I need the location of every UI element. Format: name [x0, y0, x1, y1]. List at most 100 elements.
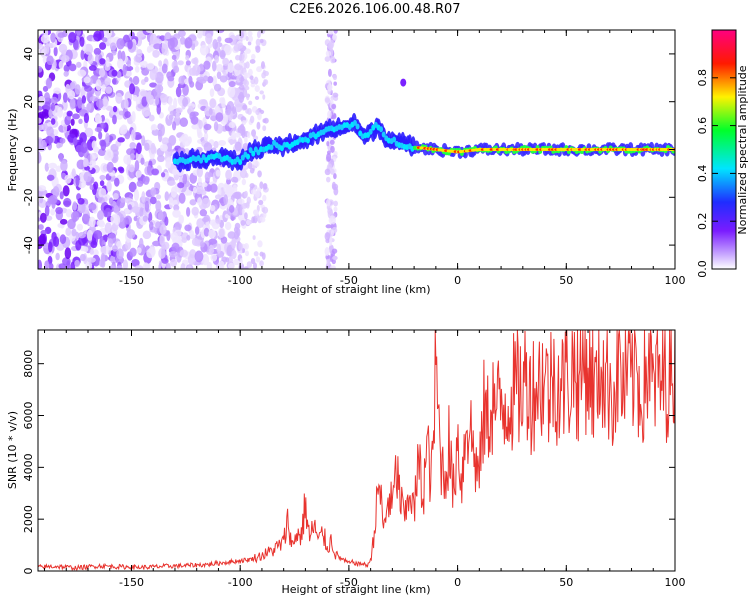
heatmap-xtick-label: 100 — [665, 274, 686, 287]
heatmap-noise-blob — [70, 118, 75, 126]
heatmap-noise-blob — [124, 111, 131, 119]
heatmap-noise-blob — [168, 251, 178, 258]
heatmap-noise-blob — [239, 84, 245, 91]
heatmap-noise-blob — [83, 76, 91, 84]
heatmap-noise-blob — [112, 105, 118, 113]
heatmap-noise-blob — [247, 41, 252, 46]
heatmap-noise-blob — [45, 77, 53, 89]
heatmap-noise-blob — [250, 258, 256, 265]
heatmap-noise-blob — [153, 43, 162, 50]
heatmap-noise-blob — [189, 229, 195, 240]
heatmap-noise-blob — [135, 170, 142, 178]
heatmap-noise-blob — [254, 95, 260, 100]
heatmap-noise-blob — [158, 247, 166, 259]
heatmap-noise-blob — [78, 118, 83, 125]
heatmap-noise-blob — [76, 223, 84, 231]
heatmap-noise-blob — [256, 121, 261, 130]
heatmap-noise-blob — [146, 45, 152, 54]
heatmap-noise-blob — [103, 155, 110, 161]
heatmap-noise-blob — [83, 246, 89, 253]
heatmap-noise-blob — [234, 141, 242, 151]
heatmap-noise-blob — [246, 196, 251, 205]
heatmap-noise-blob — [237, 42, 244, 49]
heatmap-noise-blob — [198, 119, 203, 130]
heatmap-noise-blob — [135, 134, 143, 140]
heatmap-noise-blob — [44, 136, 54, 144]
heatmap-noise-blob — [74, 259, 80, 268]
heatmap-noise-blob — [142, 176, 150, 185]
heatmap-noise-blob — [166, 142, 173, 152]
heatmap-noise-blob — [238, 53, 245, 61]
snr-frame — [37, 329, 676, 572]
heatmap-noise-blob — [123, 197, 132, 204]
heatmap-noise-blob — [89, 248, 94, 255]
heatmap-noise-blob — [80, 141, 88, 154]
heatmap-noise-blob — [262, 182, 268, 190]
heatmap-noise-blob — [150, 142, 156, 155]
heatmap-xlabel: Height of straight line (km) — [281, 283, 430, 296]
heatmap-noise-blob — [327, 207, 333, 215]
heatmap-noise-blob — [244, 85, 250, 91]
heatmap-noise-blob — [148, 221, 154, 231]
heatmap-noise-blob — [225, 108, 231, 116]
heatmap-noise-blob — [199, 209, 208, 217]
heatmap-noise-blob — [134, 160, 140, 172]
heatmap-noise-blob — [159, 224, 167, 235]
heatmap-noise-blob — [150, 187, 157, 197]
heatmap-noise-blob — [72, 113, 80, 120]
ridge-core — [246, 153, 251, 160]
heatmap-noise-blob — [121, 50, 126, 62]
heatmap-noise-blob — [159, 234, 165, 246]
ridge-hot — [556, 147, 561, 152]
heatmap-noise-blob — [168, 114, 174, 121]
heatmap-noise-blob — [186, 234, 191, 241]
heatmap-noise-blob — [129, 153, 135, 161]
heatmap-noise-blob — [118, 167, 125, 174]
heatmap-noise-blob — [64, 247, 72, 260]
heatmap-noise-blob — [326, 176, 331, 183]
heatmap-noise-blob — [230, 176, 239, 183]
colorbar-tick-label: 0.2 — [696, 212, 709, 230]
heatmap-noise-blob — [157, 211, 164, 221]
heatmap-noise-blob — [63, 71, 69, 77]
heatmap-noise-blob — [213, 121, 219, 132]
ridge-hot — [632, 147, 637, 152]
heatmap-noise-blob — [215, 169, 221, 177]
heatmap-noise-blob — [330, 168, 335, 175]
heatmap-noise-blob — [238, 91, 245, 103]
heatmap-noise-blob — [253, 251, 259, 257]
heatmap-noise-blob — [182, 97, 189, 107]
heatmap-noise-blob — [177, 60, 184, 66]
heatmap-noise-blob — [151, 124, 158, 131]
heatmap-noise-blob — [191, 123, 200, 130]
heatmap-noise-blob — [124, 215, 133, 225]
ridge-hot — [544, 147, 549, 152]
heatmap-noise-blob — [94, 127, 103, 133]
heatmap-noise-blob — [259, 260, 264, 267]
ridge-core — [368, 128, 373, 135]
heatmap-noise-blob — [214, 54, 220, 64]
heatmap-noise-blob — [210, 115, 218, 121]
heatmap-noise-blob — [116, 248, 124, 260]
heatmap-noise-blob — [48, 109, 53, 118]
heatmap-noise-blob — [50, 102, 55, 112]
heatmap-noise-blob — [63, 197, 72, 208]
heatmap-noise-blob — [249, 167, 255, 174]
heatmap-noise-blob — [133, 216, 138, 222]
heatmap-noise-blob — [245, 35, 249, 42]
heatmap-noise-blob — [212, 75, 217, 88]
heatmap-noise-blob — [243, 79, 249, 87]
heatmap-noise-blob — [136, 142, 142, 155]
heatmap-noise-blob — [194, 184, 204, 195]
heatmap-noise-blob — [324, 231, 331, 241]
heatmap-noise-blob — [146, 62, 155, 70]
heatmap-noise-blob — [218, 260, 225, 269]
heatmap-noise-blob — [211, 60, 217, 72]
heatmap-noise-blob — [171, 121, 177, 131]
heatmap-noise-blob — [192, 186, 198, 194]
heatmap-noise-blob — [244, 72, 251, 78]
heatmap-noise-blob — [140, 157, 145, 165]
heatmap-noise-blob — [138, 237, 144, 250]
heatmap-noise-blob — [86, 103, 92, 112]
heatmap-noise-blob — [38, 138, 44, 150]
